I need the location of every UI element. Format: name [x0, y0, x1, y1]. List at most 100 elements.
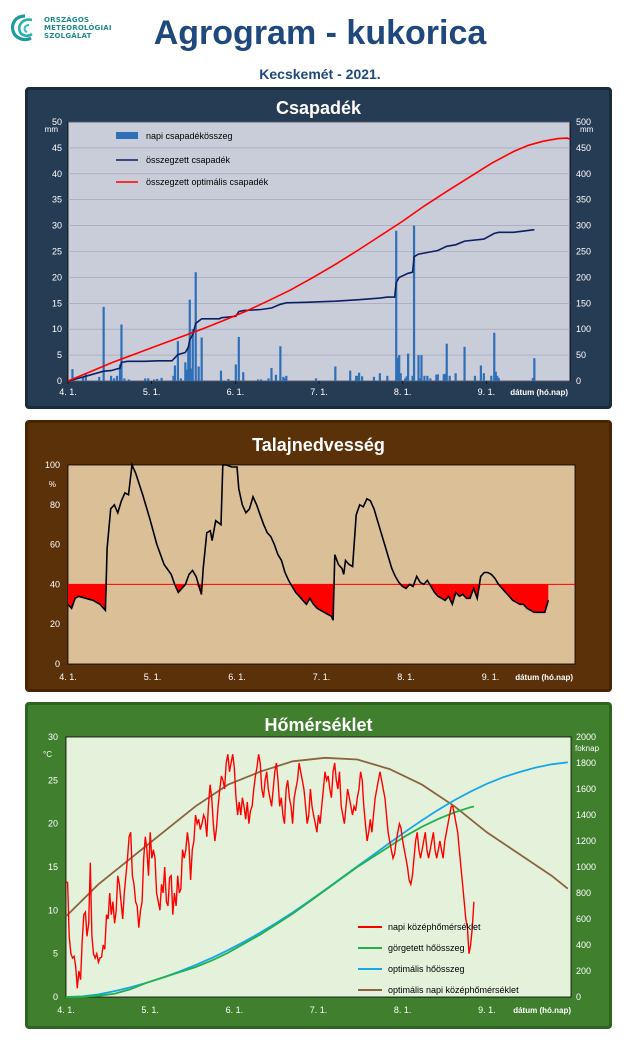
precipitation-bar	[423, 375, 426, 381]
precipitation-x-tick: 5. 1.	[143, 387, 161, 397]
temperature-y-right-tick: 2000	[576, 732, 596, 742]
precipitation-y-right-tick: 100	[576, 324, 591, 334]
precipitation-bar	[404, 378, 407, 381]
precipitation-bar	[109, 375, 113, 381]
precipitation-y-right-tick: 0	[576, 376, 581, 386]
soil-moisture-x-tick: 7. 1.	[313, 672, 331, 682]
precipitation-bar	[482, 373, 485, 381]
precipitation-bar	[372, 376, 376, 381]
precipitation-bar	[191, 329, 194, 381]
temperature-y-left-tick: 10	[48, 905, 58, 915]
precipitation-y-left-tick: 25	[52, 247, 62, 257]
precipitation-bar	[473, 375, 477, 381]
precipitation-x-tick: 7. 1.	[310, 387, 328, 397]
precipitation-bar	[71, 369, 74, 381]
soil-moisture-title: Talajnedvesség	[252, 435, 385, 455]
precipitation-bar	[497, 377, 500, 381]
precipitation-bar	[479, 365, 482, 381]
precipitation-y-right-tick: 350	[576, 195, 591, 205]
precipitation-bar	[267, 378, 270, 381]
precipitation-y-right-tick: 400	[576, 169, 591, 179]
precipitation-bar	[127, 379, 130, 381]
precipitation-bar	[153, 379, 156, 381]
precipitation-bar	[407, 353, 410, 381]
precipitation-bar	[237, 336, 240, 381]
precipitation-bar	[123, 378, 126, 381]
precipitation-bar	[426, 375, 429, 381]
precipitation-y-left-tick: 45	[52, 143, 62, 153]
legend-swatch-daily	[116, 132, 138, 139]
precipitation-bar	[227, 378, 230, 381]
precipitation-bar	[234, 364, 237, 381]
precipitation-bar	[118, 364, 122, 381]
temperature-title: Hőmérséklet	[264, 715, 373, 735]
rolling-heat-sum-line	[65, 805, 475, 998]
temperature-x-tick: 6. 1.	[226, 1005, 244, 1015]
precipitation-bar	[442, 374, 445, 381]
soil-moisture-x-tick: 9. 1.	[482, 672, 500, 682]
precipitation-x-axis-label: dátum (hó.nap)	[510, 388, 568, 397]
precipitation-bar	[531, 377, 534, 381]
temperature-x-axis-label: dátum (hó.nap)	[513, 1006, 571, 1015]
precipitation-bar	[147, 378, 150, 381]
precipitation-y-left-tick: 15	[52, 298, 62, 308]
logo-swirl-icon	[10, 14, 33, 42]
temperature-y-right-tick: 800	[576, 888, 591, 898]
precipitation-bar	[454, 373, 457, 381]
logo-text: ORSZÁGOS METEOROLÓGIAI SZOLGÁLAT	[44, 16, 112, 40]
precipitation-y-right-tick: 50	[576, 350, 586, 360]
soil-moisture-y-tick: 0	[55, 659, 60, 669]
precipitation-y-left-unit: mm	[45, 125, 59, 134]
precipitation-bar	[418, 378, 422, 381]
soil-moisture-y-tick: 80	[50, 500, 60, 510]
precipitation-bar	[490, 375, 493, 381]
temperature-y-right-tick: 400	[576, 940, 591, 950]
precipitation-bar	[120, 324, 123, 381]
precipitation-title: Csapadék	[275, 98, 362, 118]
precipitation-bar	[194, 272, 197, 381]
temperature-y-left-tick: 5	[53, 949, 58, 959]
precipitation-bar	[279, 346, 282, 381]
precipitation-y-left-tick: 0	[57, 376, 62, 386]
precipitation-bar	[444, 373, 447, 381]
soil-moisture-y-tick: 20	[50, 619, 60, 629]
temperature-y-left-tick: 15	[48, 862, 58, 872]
temperature-panel: Hőmérséklet 0 5 10 15 20 25 30 0 200 400 600 800 100…	[25, 702, 612, 1029]
omsz-logo: ORSZÁGOS METEOROLÓGIAI SZOLGÁLAT	[8, 12, 118, 52]
soil-moisture-x-tick: 8. 1.	[397, 672, 415, 682]
precipitation-bar	[493, 332, 496, 381]
precipitation-bar	[386, 375, 389, 381]
precipitation-bar	[463, 346, 466, 381]
soil-moisture-x-axis-label: dátum (hó.nap)	[515, 673, 573, 682]
logo-line-3: SZOLGÁLAT	[44, 32, 92, 40]
precipitation-y-right-tick: 300	[576, 221, 591, 231]
precipitation-bar	[200, 337, 203, 381]
precipitation-y-right-tick: 500	[576, 117, 591, 127]
legend-rolling-heat-label: görgetett hőösszeg	[388, 943, 465, 953]
precipitation-x-tick: 8. 1.	[394, 387, 412, 397]
temperature-y-left-unit: °C	[43, 750, 52, 759]
precipitation-bar	[411, 375, 414, 381]
precipitation-y-right-tick: 150	[576, 298, 591, 308]
precipitation-bar	[98, 376, 101, 381]
precipitation-y-left-tick: 35	[52, 195, 62, 205]
precipitation-bar	[349, 370, 352, 381]
precipitation-bar	[429, 378, 432, 381]
precipitation-bar	[356, 375, 359, 381]
precipitation-bar	[436, 374, 439, 381]
precipitation-bar	[445, 343, 448, 381]
temperature-y-right-tick: 600	[576, 914, 591, 924]
temperature-x-tick: 9. 1.	[478, 1005, 496, 1015]
precipitation-y-right-tick: 200	[576, 272, 591, 282]
precipitation-bar	[270, 368, 273, 381]
precipitation-y-left-tick: 20	[52, 272, 62, 282]
page-subtitle: Kecskemét - 2021.	[259, 66, 381, 82]
temperature-y-left-tick: 20	[48, 819, 58, 829]
precipitation-bar	[358, 372, 361, 381]
precipitation-y-right-unit: mm	[580, 125, 594, 134]
temperature-plot-area	[65, 736, 572, 998]
precipitation-bar	[355, 375, 358, 381]
precipitation-bar	[84, 373, 87, 381]
soil-moisture-x-tick: 4. 1.	[59, 672, 77, 682]
soil-moisture-line	[67, 462, 550, 621]
